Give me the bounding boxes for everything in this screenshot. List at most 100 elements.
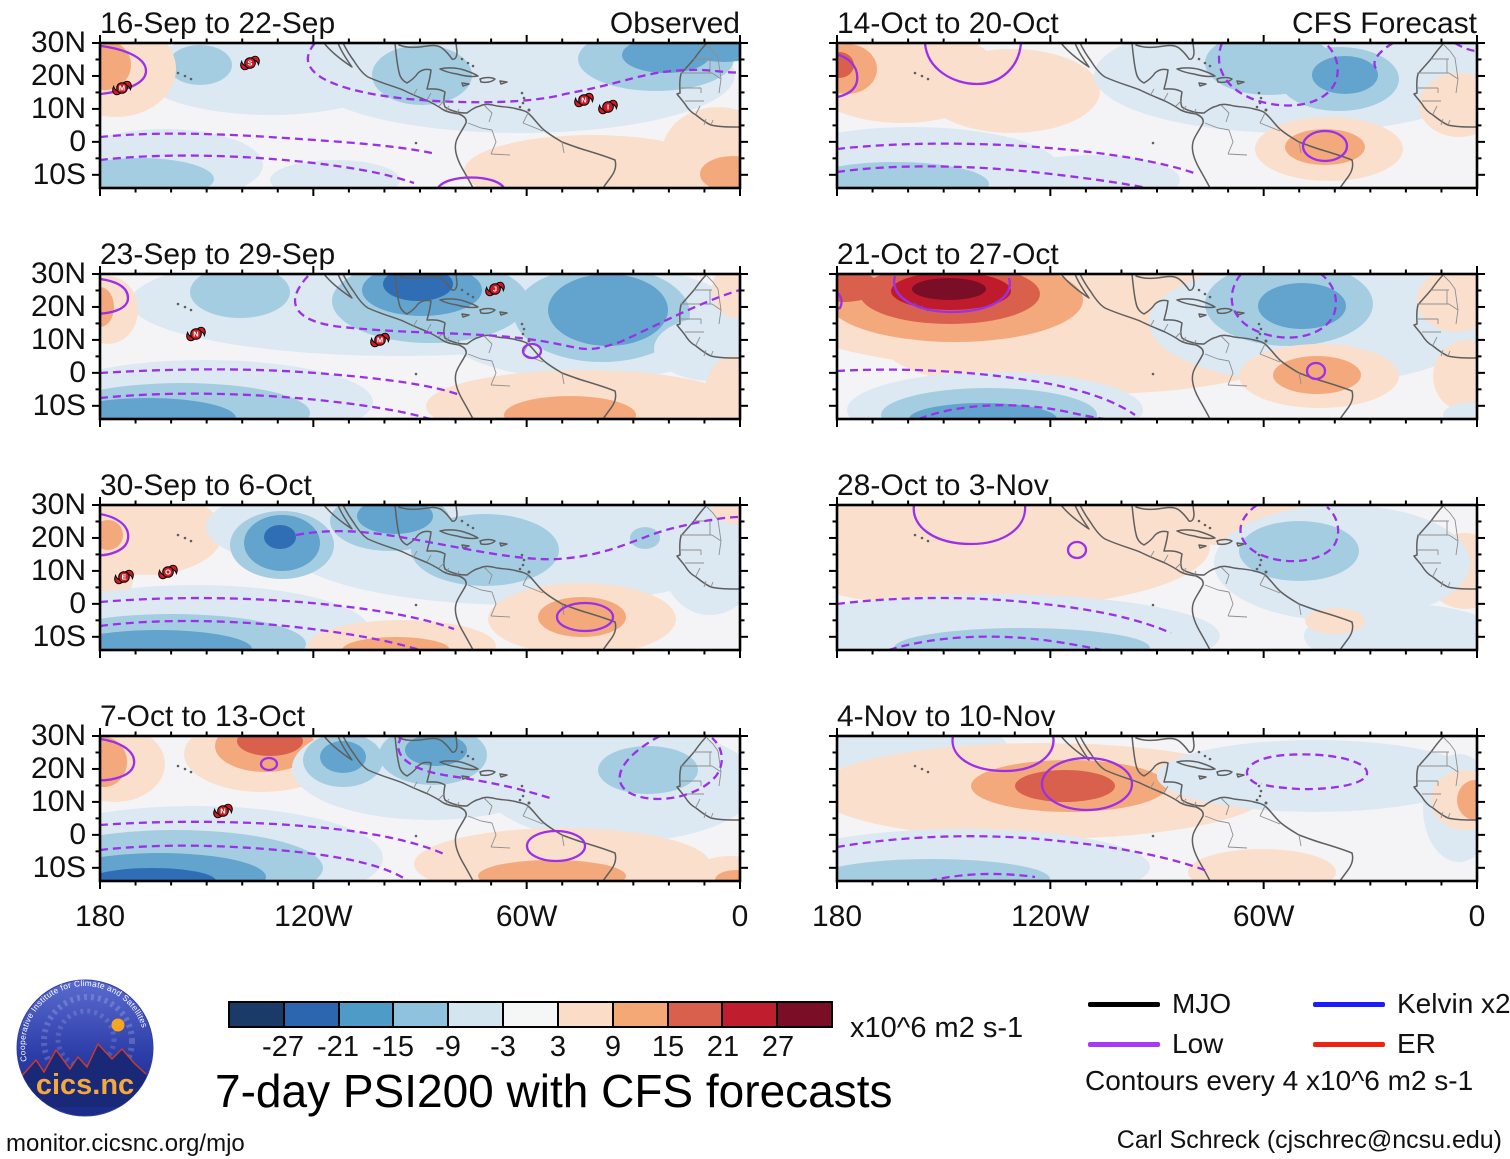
anomaly-region xyxy=(837,52,854,78)
anomaly-region xyxy=(357,505,433,534)
anomaly-region xyxy=(1258,283,1346,329)
anomaly-region xyxy=(1015,770,1115,802)
contour-line xyxy=(100,154,415,185)
contour-line xyxy=(293,275,740,351)
lat-label: 10S xyxy=(32,850,86,884)
contour-line xyxy=(1230,274,1338,339)
anomaly-region xyxy=(1239,521,1359,581)
anomaly-region xyxy=(414,828,710,881)
contour-line xyxy=(100,737,136,782)
lon-label: 60W xyxy=(1232,900,1295,933)
contour-line xyxy=(837,291,843,310)
anomaly-region xyxy=(598,746,698,794)
legend-label: Low xyxy=(1172,1028,1224,1059)
anomaly-region xyxy=(264,525,296,549)
legend-label: MJO xyxy=(1172,988,1232,1019)
lat-label: 10S xyxy=(32,157,86,191)
storm-icon: S xyxy=(240,55,260,71)
svg-text:N: N xyxy=(193,330,198,339)
contour-line xyxy=(837,596,1172,635)
anomaly-region xyxy=(1273,356,1361,394)
map-panel-forecast-week2: 21-Oct to 27-Oct xyxy=(825,238,1489,443)
panel-title: 23-Sep to 29-Sep xyxy=(100,238,336,271)
anomaly-region xyxy=(1305,608,1365,634)
legend-label: ER xyxy=(1397,1028,1436,1059)
anomaly-region xyxy=(464,135,720,188)
monitor-url: monitor.cicsnc.org/mjo xyxy=(6,1130,245,1157)
figure-title: 7-day PSI200 with CFS forecasts xyxy=(215,1065,893,1117)
panel-source-tag: Observed xyxy=(609,7,740,40)
credit-text: Carl Schreck (cjschrec@ncsu.edu) xyxy=(1116,1126,1502,1154)
svg-text:N: N xyxy=(581,96,586,105)
panel-source-tag: CFS Forecast xyxy=(1291,7,1477,40)
colorbar-tick-label: 9 xyxy=(604,1031,622,1063)
panel-map-svg: M S N I xyxy=(92,35,748,196)
lon-label: 60W xyxy=(495,900,558,933)
anomaly-region xyxy=(1004,155,1180,188)
anomaly-region xyxy=(1312,56,1378,94)
contour-line xyxy=(923,43,1023,86)
contour-line xyxy=(100,368,461,397)
anomaly-region xyxy=(684,43,740,62)
lat-label: 30N xyxy=(30,488,86,521)
anomaly-region xyxy=(100,630,252,650)
storm-icon: N xyxy=(574,92,594,108)
panel-title: 16-Sep to 22-Sep xyxy=(100,7,336,40)
lat-label: 30N xyxy=(30,257,86,290)
contour-line xyxy=(295,515,740,561)
storm-icon: I xyxy=(598,99,618,115)
svg-text:J: J xyxy=(493,285,497,294)
anomaly-region xyxy=(168,45,232,85)
anomaly-region xyxy=(1457,780,1477,820)
colorbar-tick-label: -3 xyxy=(490,1031,516,1063)
legend-label: Kelvin x2 xyxy=(1397,988,1510,1019)
anomaly-region xyxy=(1188,849,1336,881)
colorbar-segment xyxy=(284,1003,340,1026)
anomaly-region xyxy=(478,860,626,881)
colorbar-tick-label: -9 xyxy=(435,1031,461,1063)
anomaly-region xyxy=(426,370,740,419)
anomaly-region xyxy=(837,859,1050,881)
contour-legend: MJO Low Kelvin x2 ER Contours every 4 x1… xyxy=(1080,989,1510,1099)
storm-icon: E xyxy=(114,569,134,585)
colorbar-segment xyxy=(613,1003,669,1026)
anomaly-region xyxy=(405,736,467,766)
lat-label: 30N xyxy=(30,719,86,752)
colorbar-segment xyxy=(230,1003,285,1026)
lat-label: 10S xyxy=(32,388,86,422)
contour-line xyxy=(1239,505,1340,563)
lat-label: 0 xyxy=(69,124,86,158)
contour-line xyxy=(892,275,1011,314)
anomaly-region xyxy=(700,156,740,188)
contour-line xyxy=(1217,43,1339,107)
anomaly-region xyxy=(383,274,453,301)
contour-line xyxy=(100,844,409,881)
contour-line xyxy=(912,505,1027,546)
anomaly-region xyxy=(100,520,123,550)
lat-label: 10N xyxy=(30,91,86,125)
contour-line xyxy=(100,619,421,650)
storm-icon: N xyxy=(213,803,233,819)
lat-label: 10N xyxy=(30,322,86,356)
lat-label: 0 xyxy=(69,817,86,851)
panel-title: 21-Oct to 27-Oct xyxy=(837,238,1059,271)
map-panel-forecast-week3: 28-Oct to 3-Nov xyxy=(825,469,1489,674)
contour-line xyxy=(888,635,1102,650)
colorbar-tick-label: 15 xyxy=(651,1031,685,1063)
panel-map-svg xyxy=(829,728,1485,889)
contour-line xyxy=(100,596,455,631)
anomaly-region xyxy=(712,274,740,318)
contour-line xyxy=(437,176,505,188)
legend-line-mjo xyxy=(1088,1002,1160,1007)
lat-label: 20N xyxy=(30,520,86,554)
anomaly-region xyxy=(837,162,989,188)
contour-line xyxy=(100,132,433,155)
anomaly-region xyxy=(837,274,878,302)
legend-note: Contours every 4 x10^6 m2 s-1 xyxy=(1085,1065,1474,1096)
colorbar-segment xyxy=(449,1003,505,1026)
contour-line xyxy=(951,736,1055,773)
contour-line xyxy=(100,820,445,856)
colorbar xyxy=(228,1001,833,1028)
colorbar-tick-label: 27 xyxy=(761,1031,795,1063)
